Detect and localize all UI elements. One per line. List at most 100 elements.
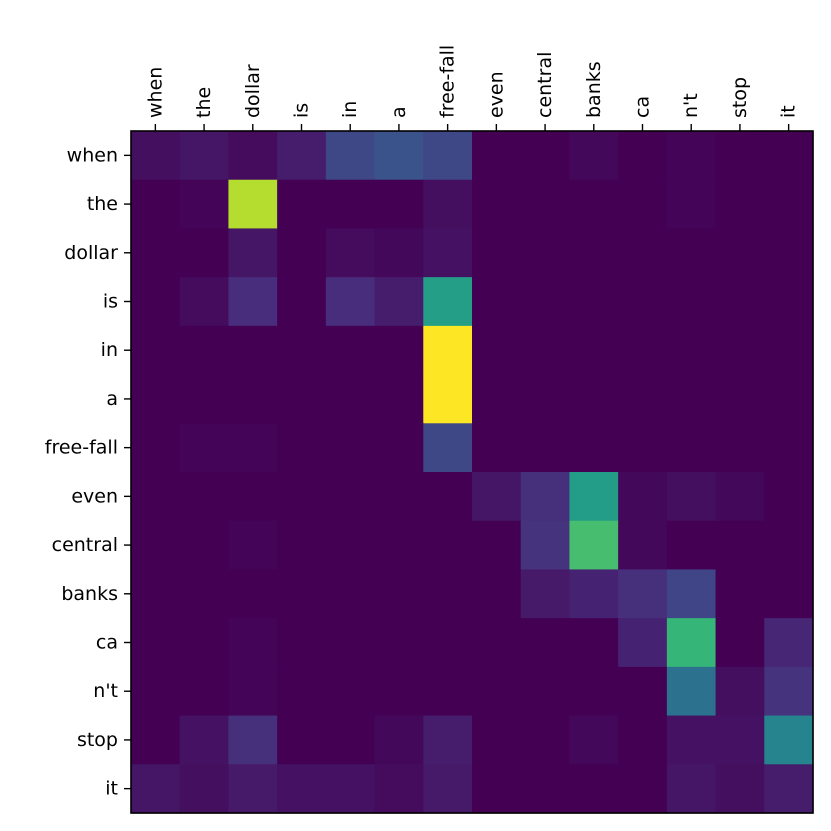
heatmap-cell (764, 374, 814, 424)
heatmap-cell (569, 520, 619, 571)
heatmap-cell (618, 228, 668, 278)
heatmap-cell (325, 569, 376, 619)
heatmap-cell (569, 325, 619, 376)
heatmap-cell (472, 277, 522, 327)
heatmap-cell (277, 618, 327, 668)
heatmap-cell (569, 131, 619, 181)
y-tick-label: free-fall (45, 437, 118, 459)
heatmap-cell (179, 325, 230, 376)
heatmap-cell (715, 131, 765, 181)
heatmap-cell (228, 666, 278, 717)
y-tick-label: stop (77, 729, 118, 751)
heatmap-cell (325, 131, 376, 181)
heatmap-cell (423, 131, 473, 181)
heatmap-cell (618, 569, 668, 619)
heatmap-cell (618, 423, 668, 473)
heatmap-cell (520, 715, 571, 765)
heatmap-cell (423, 423, 473, 473)
heatmap-cell (715, 715, 765, 765)
heatmap-cell (374, 569, 424, 619)
heatmap-cell (131, 764, 181, 814)
heatmap-cell (666, 715, 717, 765)
heatmap-cell (131, 569, 181, 619)
heatmap-cell (618, 666, 668, 717)
heatmap-cell (472, 764, 522, 814)
heatmap-cell (423, 618, 473, 668)
heatmap-cell (374, 277, 424, 327)
y-tick-label: ca (96, 632, 118, 654)
heatmap-cell (228, 423, 278, 473)
x-tick-label: a (388, 106, 410, 118)
heatmap-cell (277, 715, 327, 765)
heatmap-cell (569, 618, 619, 668)
heatmap-cell (764, 423, 814, 473)
heatmap-cell (666, 131, 717, 181)
heatmap-cell (131, 131, 181, 181)
x-tick-label: dollar (242, 64, 264, 118)
heatmap-cell (325, 764, 376, 814)
heatmap-cells (131, 131, 814, 814)
heatmap-cell (374, 472, 424, 522)
heatmap-cell (715, 228, 765, 278)
heatmap-cell (131, 472, 181, 522)
heatmap-cell (569, 472, 619, 522)
heatmap-cell (764, 277, 814, 327)
heatmap-cell (520, 228, 571, 278)
x-tick-label: when (144, 67, 166, 118)
heatmap-cell (666, 179, 717, 230)
x-tick-label: central (534, 52, 556, 118)
heatmap-cell (666, 423, 717, 473)
heatmap-cell (374, 715, 424, 765)
heatmap-cell (715, 472, 765, 522)
heatmap-cell (764, 228, 814, 278)
heatmap-cell (325, 715, 376, 765)
heatmap-cell (618, 131, 668, 181)
heatmap-cell (131, 520, 181, 571)
heatmap-cell (618, 520, 668, 571)
heatmap-cell (277, 423, 327, 473)
heatmap-cell (472, 228, 522, 278)
heatmap-cell (666, 520, 717, 571)
heatmap-cell (374, 666, 424, 717)
heatmap-cell (277, 277, 327, 327)
y-tick-label: is (103, 291, 118, 313)
heatmap-cell (764, 666, 814, 717)
heatmap-cell (520, 764, 571, 814)
y-tick-label: a (106, 388, 118, 410)
heatmap-cell (228, 228, 278, 278)
heatmap-cell (715, 764, 765, 814)
heatmap-cell (715, 618, 765, 668)
heatmap-cell (277, 472, 327, 522)
heatmap-cell (374, 325, 424, 376)
heatmap-cell (569, 569, 619, 619)
heatmap-cell (277, 569, 327, 619)
heatmap-cell (277, 666, 327, 717)
heatmap-cell (228, 715, 278, 765)
heatmap-cell (228, 277, 278, 327)
heatmap-cell (520, 131, 571, 181)
heatmap-cell (472, 715, 522, 765)
heatmap-cell (179, 520, 230, 571)
heatmap-cell (228, 179, 278, 230)
heatmap-cell (374, 228, 424, 278)
y-axis-ticks: when the dollar is in a free-fall even central ba… (45, 144, 131, 800)
heatmap-cell (423, 179, 473, 230)
heatmap-cell (179, 277, 230, 327)
heatmap-cell (472, 423, 522, 473)
heatmap-cell (423, 325, 473, 376)
heatmap-cell (569, 666, 619, 717)
heatmap-cell (520, 277, 571, 327)
heatmap-cell (131, 179, 181, 230)
x-tick-label: banks (583, 61, 605, 118)
heatmap-cell (325, 472, 376, 522)
heatmap-cell (374, 131, 424, 181)
heatmap-cell (520, 569, 571, 619)
heatmap-cell (764, 325, 814, 376)
heatmap-cell (325, 325, 376, 376)
heatmap-cell (228, 325, 278, 376)
heatmap-cell (179, 423, 230, 473)
heatmap-cell (131, 325, 181, 376)
heatmap-cell (764, 569, 814, 619)
heatmap-cell (520, 472, 571, 522)
heatmap-cell (277, 520, 327, 571)
